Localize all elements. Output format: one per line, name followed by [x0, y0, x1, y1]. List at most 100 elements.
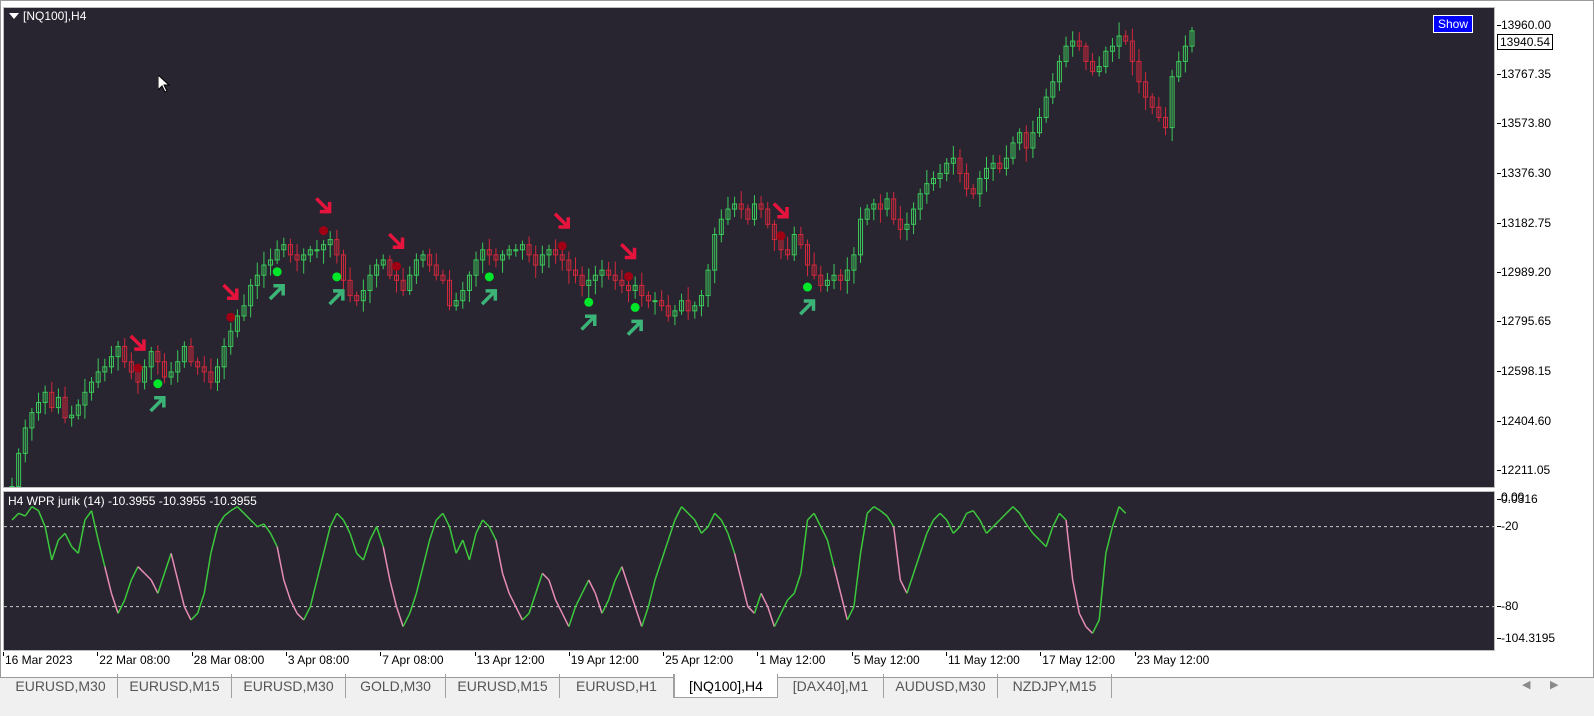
tab-eurusd-h1[interactable]: EURUSD,H1 [560, 674, 674, 698]
buy-arrow-icon [626, 319, 643, 336]
time-axis-tick [191, 652, 193, 656]
indicator-axis[interactable]: 0.0316 -20 -80 -104.3195 0.00 [1497, 490, 1593, 651]
candle [208, 358, 214, 390]
wpr-segment [296, 612, 305, 621]
candle [1156, 97, 1162, 122]
wpr-segment [44, 526, 53, 561]
indicator-pane[interactable]: H4 WPR jurik (14) -10.3955 -10.3955 -10.… [3, 491, 1495, 651]
tab-nzdjpy-m15[interactable]: NZDJPY,M15 [998, 674, 1112, 698]
tab-scroll-left-icon[interactable]: ◀ [1522, 679, 1531, 691]
wpr-segment [959, 512, 968, 528]
buy-signal-dot [584, 297, 594, 307]
wpr-segment [276, 546, 285, 581]
candle [400, 267, 406, 296]
wpr-segment [787, 592, 795, 601]
candle [433, 253, 439, 281]
wpr-segment [31, 506, 39, 512]
time-axis-label: 19 Apr 12:00 [570, 653, 639, 667]
candle [380, 254, 386, 270]
price-axis-label: 12211.05 [1501, 462, 1551, 477]
tab-dax40-m1[interactable]: [DAX40],M1 [778, 674, 884, 698]
wpr-segment [389, 579, 398, 607]
candle [553, 239, 559, 264]
time-axis-label: 22 Mar 08:00 [99, 653, 171, 667]
candle [884, 192, 890, 217]
tab-audusd-m30[interactable]: AUDUSD,M30 [884, 674, 998, 698]
candle [1129, 28, 1135, 76]
indicator-svg[interactable] [4, 492, 1495, 651]
collapse-triangle-icon[interactable] [9, 13, 19, 19]
wpr-segment [581, 579, 590, 594]
candle [732, 196, 738, 218]
buy-signal-dot [803, 282, 813, 292]
candle [1123, 30, 1129, 45]
candle [188, 338, 194, 367]
wpr-segment [1091, 619, 1100, 634]
tab-eurusd-m15[interactable]: EURUSD,M15 [446, 674, 560, 698]
candle [268, 248, 274, 276]
tab-eurusd-m15[interactable]: EURUSD,M15 [118, 674, 232, 698]
wpr-segment [873, 506, 881, 512]
wpr-segment [833, 566, 842, 594]
wpr-segment [1065, 519, 1074, 581]
wpr-segment [24, 506, 33, 517]
candle [49, 381, 55, 413]
candle [924, 169, 930, 204]
candle [480, 242, 486, 274]
candle [811, 252, 817, 280]
time-axis-tick [851, 652, 853, 656]
wpr-segment [455, 539, 464, 554]
wpr-segment [163, 553, 172, 574]
wpr-segment [1078, 612, 1087, 628]
candle [858, 207, 864, 263]
tab-nq100-h4[interactable]: [NQ100],H4 [674, 674, 778, 698]
wpr-segment [919, 533, 928, 554]
wpr-segment [740, 579, 749, 607]
tab-scroll-right-icon[interactable]: ▶ [1550, 679, 1559, 691]
show-button[interactable]: Show [1433, 15, 1474, 33]
wpr-segment [574, 592, 583, 608]
wpr-segment [203, 553, 212, 594]
candle [307, 245, 313, 263]
price-chart-pane[interactable]: [NQ100],H4 [3, 7, 1495, 488]
candle [142, 359, 148, 390]
time-axis-tick [97, 652, 99, 656]
candle [758, 196, 764, 219]
sell-signal-dot [319, 226, 329, 236]
sell-arrow-icon [315, 197, 332, 214]
candle [712, 227, 718, 284]
wpr-segment [18, 512, 26, 517]
wpr-segment [541, 572, 550, 581]
time-axis-label: 11 May 12:00 [948, 653, 1020, 667]
indicator-axis-label: 0.00 [1501, 490, 1525, 504]
tab-eurusd-m30[interactable]: EURUSD,M30 [232, 674, 346, 698]
candle [970, 183, 976, 200]
sell-arrow-icon [772, 202, 789, 219]
time-axis-tick [757, 652, 759, 656]
wpr-segment [1025, 523, 1034, 534]
indicator-axis-tick [1497, 605, 1501, 607]
candle [407, 266, 413, 295]
wpr-segment [1045, 526, 1054, 547]
candle [1070, 31, 1076, 57]
wpr-segment [482, 519, 490, 528]
time-axis[interactable]: 16 Mar 2023 22 Mar 08:00 28 Mar 08:00 3 Apr… [3, 652, 1495, 672]
wpr-segment [71, 546, 79, 554]
candle [1182, 35, 1188, 73]
candle [420, 250, 426, 268]
wpr-segment [568, 606, 577, 627]
tab-gold-m30[interactable]: GOLD,M30 [346, 674, 446, 698]
candle [705, 263, 711, 307]
candle [1003, 145, 1009, 176]
wpr-segment [57, 532, 66, 541]
sell-arrow-icon [620, 243, 637, 260]
price-axis[interactable]: 13960.00 13767.35 13573.80 13376.30 13182.75… [1497, 7, 1593, 488]
tab-eurusd-m30[interactable]: EURUSD,M30 [4, 674, 118, 698]
price-chart-svg[interactable] [4, 8, 1495, 488]
indicator-axis-tick [1497, 638, 1501, 640]
wpr-segment [681, 506, 689, 514]
price-axis-tick [1497, 123, 1501, 125]
price-axis-tick [1497, 371, 1501, 373]
chart-window[interactable]: [NQ100],H4 Show 13960.00 13767.35 13573.80… [0, 0, 1594, 678]
buy-signal-dot [153, 379, 163, 389]
